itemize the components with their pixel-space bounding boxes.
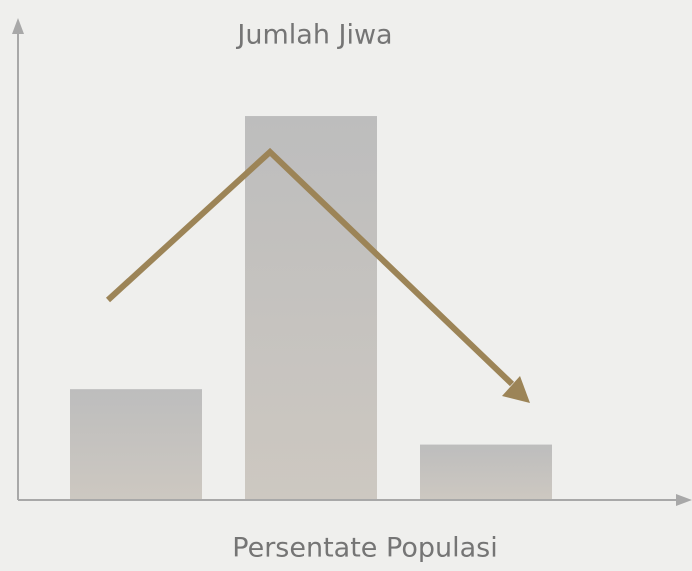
trend-arrow — [105, 147, 515, 387]
bars — [70, 116, 552, 501]
x-axis-arrow — [676, 494, 692, 506]
y-axis-label: Jumlah Jiwa — [235, 20, 392, 51]
bar — [245, 116, 377, 501]
bar — [420, 444, 552, 500]
y-axis-arrow — [12, 18, 24, 34]
bar — [70, 389, 202, 500]
x-axis-label: Persentate Populasi — [232, 533, 497, 564]
trend-arrowhead — [502, 376, 530, 403]
